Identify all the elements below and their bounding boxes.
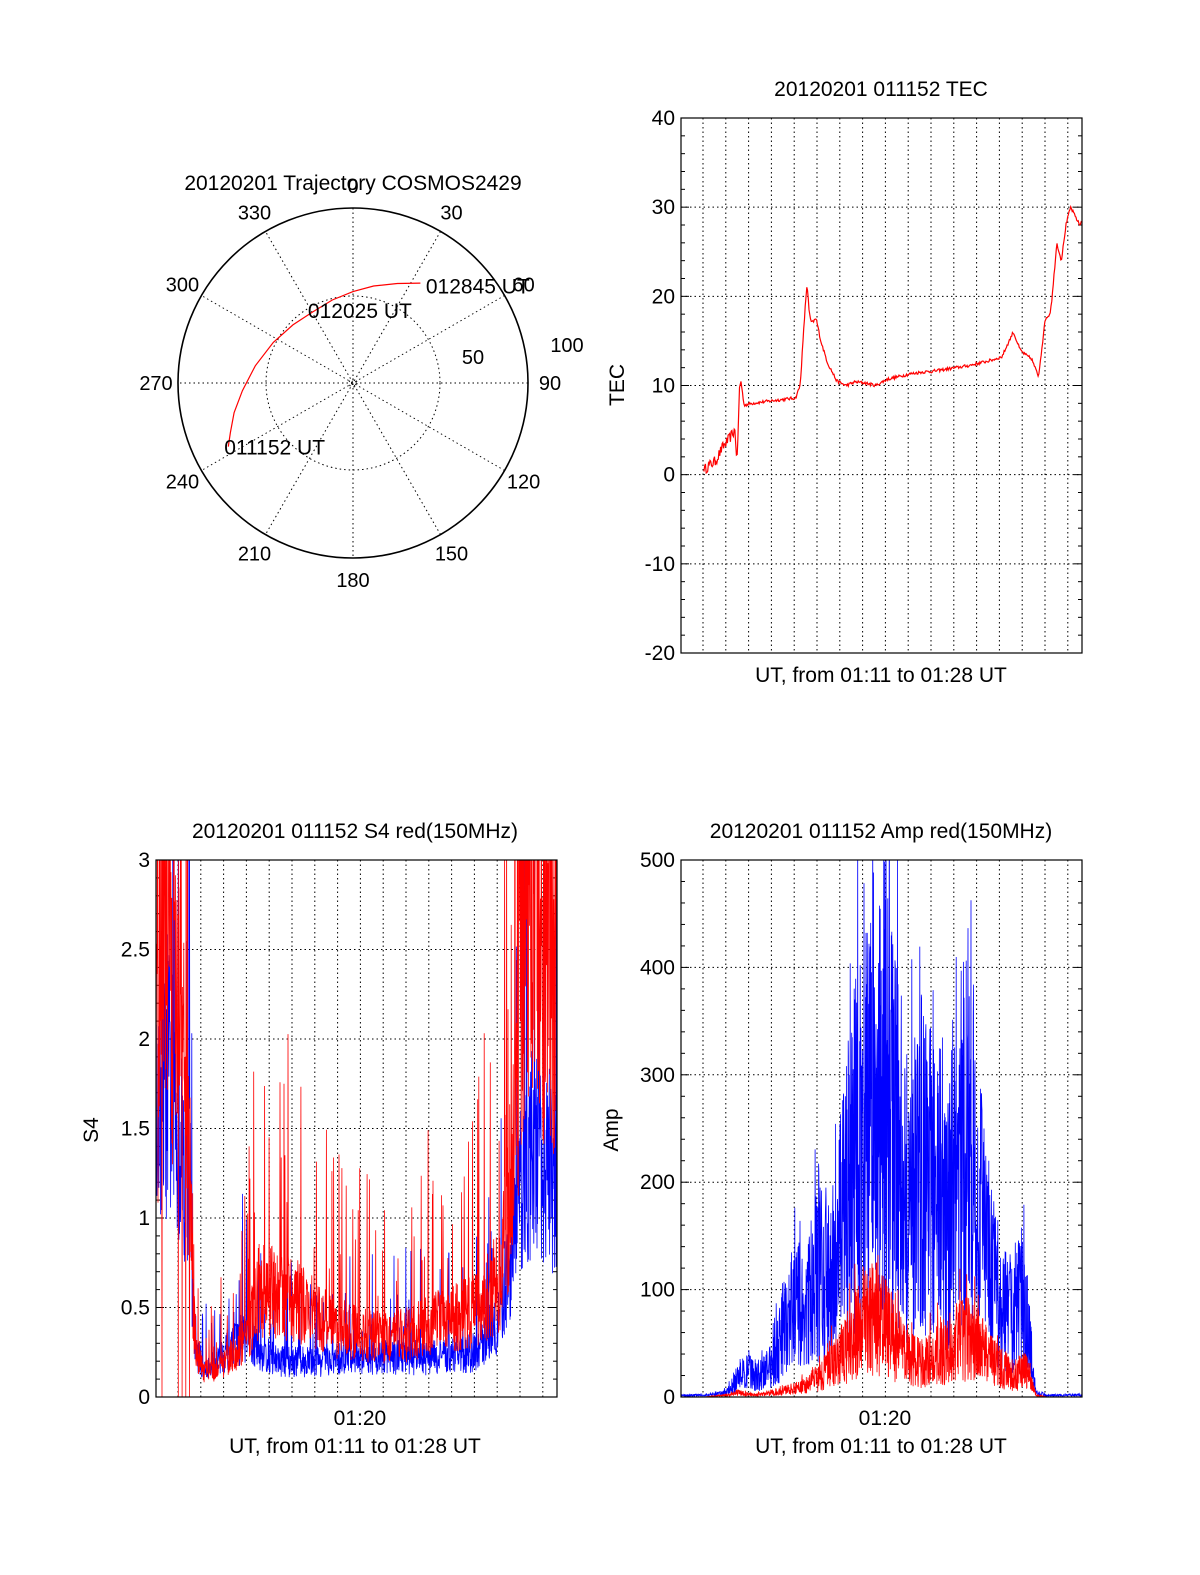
- polar-spokes: [178, 208, 528, 558]
- s4-ticks: [156, 859, 557, 1398]
- s4-title: 20120201 011152 S4 red(150MHz): [192, 820, 518, 843]
- tec-title: 20120201 011152 TEC: [774, 78, 988, 101]
- tec-ytick-label: 20: [652, 285, 675, 308]
- tec-y-tick-labels: -20 -10 0 10 20 30 40: [645, 107, 675, 665]
- s4-ytick-label: 0.5: [121, 1297, 150, 1320]
- amp-series: [681, 860, 1082, 1397]
- polar-azimuth-label: 180: [336, 570, 369, 592]
- polar-azimuth-label: 330: [238, 202, 271, 224]
- polar-radial-label-100: 100: [550, 335, 583, 357]
- polar-azimuth-label: 240: [166, 472, 199, 494]
- s4-chart: 20120201 011152 S4 red(150MHz) 0 0.5 1 1.5 2…: [80, 820, 558, 1458]
- polar-azimuth-label: 30: [440, 202, 462, 224]
- s4-ytick-label: 2: [138, 1028, 150, 1051]
- amp-ytick-label: 200: [640, 1171, 675, 1194]
- s4-ytick-label: 1.5: [121, 1118, 150, 1141]
- polar-time-annotation: 012845 UT: [426, 275, 530, 298]
- s4-ytick-label: 3: [138, 849, 150, 872]
- polar-time-annotation: 011152 UT: [224, 437, 325, 460]
- s4-ytick-label: 0: [138, 1386, 150, 1409]
- amp-ytick-label: 300: [640, 1064, 675, 1087]
- polar-azimuth-labels: 0 30 60 90 120 150 180 210 240 270 300 330: [139, 176, 561, 592]
- amp-xlabel: UT, from 01:11 to 01:28 UT: [755, 1435, 1007, 1458]
- amp-ytick-label: 100: [640, 1279, 675, 1302]
- s4-xlabel: UT, from 01:11 to 01:28 UT: [229, 1435, 481, 1458]
- tec-series: [703, 204, 1082, 475]
- polar-radial-label-50: 50: [462, 347, 484, 369]
- amp-series-line: [681, 860, 1082, 1397]
- s4-series: [156, 860, 557, 1397]
- amp-x-tick-label: 01:20: [859, 1407, 912, 1430]
- amp-title: 20120201 011152 Amp red(150MHz): [710, 820, 1052, 843]
- amp-ytick-label: 500: [640, 849, 675, 872]
- tec-ytick-label: 10: [652, 375, 675, 398]
- tec-ytick-label: 0: [663, 464, 675, 487]
- polar-azimuth-label: 120: [507, 472, 540, 494]
- tec-ytick-label: -10: [645, 553, 675, 576]
- amp-ytick-label: 0: [663, 1386, 675, 1409]
- polar-azimuth-label: 270: [139, 373, 172, 395]
- amp-frame: [680, 859, 1083, 1398]
- tec-ytick-label: 30: [652, 196, 675, 219]
- tec-xlabel: UT, from 01:11 to 01:28 UT: [755, 664, 1007, 687]
- polar-trajectory-series: [227, 282, 421, 447]
- s4-ytick-label: 2.5: [121, 939, 150, 962]
- tec-ticks: [681, 117, 1082, 654]
- tec-series-line: [703, 204, 1082, 475]
- amp-ylabel: Amp: [600, 1108, 623, 1151]
- s4-grid: [156, 860, 557, 1397]
- polar-azimuth-label: 0: [347, 176, 358, 198]
- tec-grid: [681, 118, 1082, 653]
- s4-ytick-label: 1: [138, 1207, 150, 1230]
- polar-trajectory-chart: 20120201 Trajectory COSMOS2429 0 30 60 90 12…: [139, 172, 583, 592]
- s4-frame: [155, 859, 558, 1398]
- amp-chart: 20120201 011152 Amp red(150MHz) 0 100 200 3…: [600, 820, 1083, 1458]
- tec-ytick-label: 40: [652, 107, 675, 130]
- s4-ylabel: S4: [80, 1117, 103, 1143]
- s4-y-tick-labels: 0 0.5 1 1.5 2 2.5 3: [121, 849, 150, 1409]
- tec-ytick-label: -20: [645, 642, 675, 665]
- s4-series-line: [156, 860, 557, 1397]
- polar-azimuth-label: 150: [435, 544, 468, 566]
- s4-x-tick-label: 01:20: [334, 1407, 387, 1430]
- polar-azimuth-label: 300: [166, 275, 199, 297]
- polar-annotations: 012845 UT 012025 UT 011152 UT: [224, 275, 530, 459]
- polar-azimuth-label: 90: [539, 373, 561, 395]
- polar-title: 20120201 Trajectory COSMOS2429: [184, 172, 521, 195]
- amp-series-line: [681, 1255, 1082, 1397]
- amp-ticks: [681, 859, 1082, 1398]
- polar-azimuth-label: 60: [512, 275, 534, 297]
- polar-time-annotation: 012025 UT: [308, 300, 412, 323]
- amp-y-tick-labels: 0 100 200 300 400 500: [640, 849, 675, 1409]
- tec-ylabel: TEC: [606, 364, 629, 406]
- amp-ytick-label: 400: [640, 956, 675, 979]
- polar-azimuth-label: 210: [238, 544, 271, 566]
- tec-frame: [680, 117, 1083, 654]
- polar-trajectory-line: [227, 282, 421, 447]
